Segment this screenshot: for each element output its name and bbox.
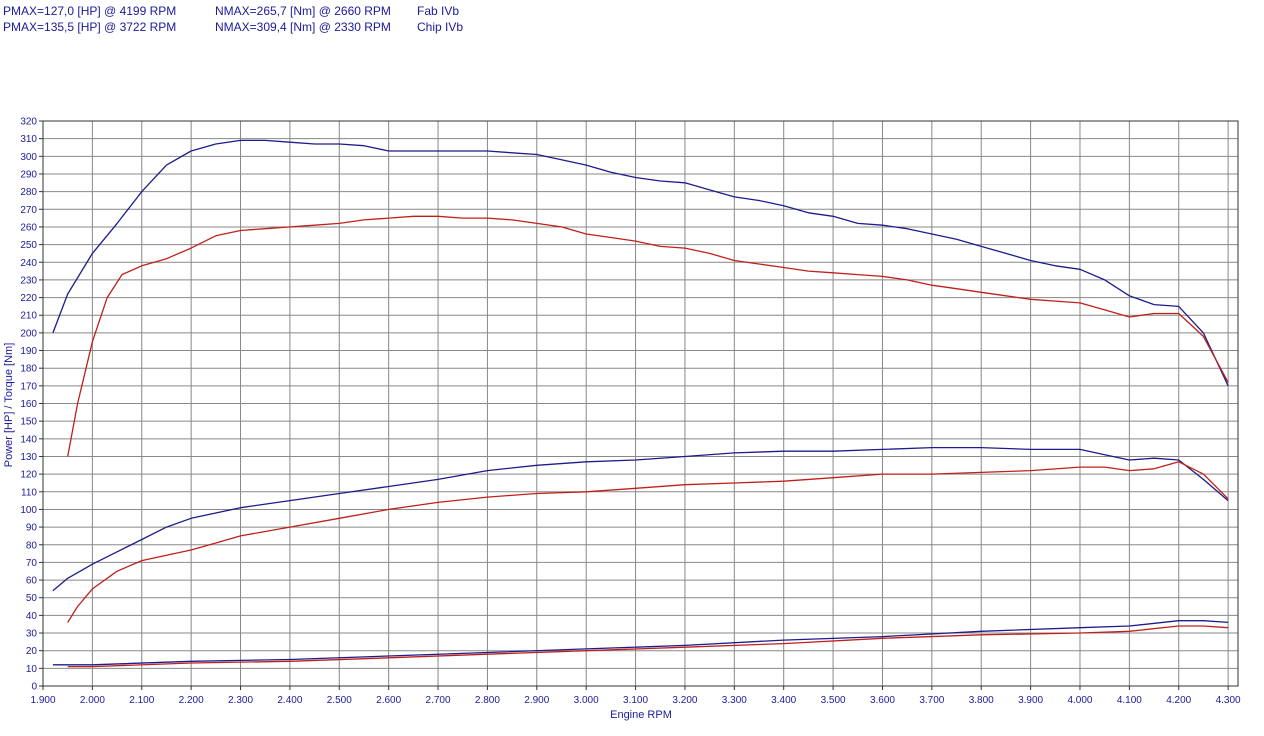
y-tick-label: 240 (20, 258, 37, 269)
y-tick-label: 150 (20, 417, 37, 428)
y-tick-label: 300 (20, 152, 37, 163)
chart-ticks: 1.900 2.000 2.100 2.200 2.300 2.400 2.500 2.600… (20, 117, 1241, 707)
plot-frame (42, 120, 1239, 687)
x-tick-label: 2.600 (376, 695, 401, 706)
x-tick-label: 4.200 (1166, 695, 1191, 706)
x-tick-label: 3.100 (623, 695, 648, 706)
y-tick-label: 180 (20, 364, 37, 375)
y-tick-label: 10 (26, 664, 38, 675)
x-tick-label: 3.800 (969, 695, 994, 706)
y-axis-label: Power [HP] / Torque [Nm] (3, 343, 15, 468)
y-tick-label: 50 (26, 593, 38, 604)
x-tick-label: 2.300 (228, 695, 253, 706)
chip-torque-line (52, 139, 1229, 387)
y-tick-label: 250 (20, 240, 37, 251)
y-tick-label: 160 (20, 399, 37, 410)
y-tick-label: 40 (26, 611, 38, 622)
chart-series (52, 139, 1229, 668)
y-tick-label: 130 (20, 452, 37, 463)
x-tick-label: 3.400 (771, 695, 796, 706)
y-tick-label: 290 (20, 169, 37, 180)
y-tick-label: 210 (20, 311, 37, 322)
y-tick-label: 200 (20, 328, 37, 339)
fab-torque-line (67, 215, 1229, 457)
y-tick-label: 30 (26, 629, 38, 640)
x-tick-label: 2.500 (327, 695, 352, 706)
y-tick-label: 270 (20, 205, 37, 216)
x-tick-label: 2.800 (475, 695, 500, 706)
x-tick-label: 2.000 (80, 695, 105, 706)
y-tick-label: 100 (20, 505, 37, 516)
x-tick-label: 2.200 (179, 695, 204, 706)
y-tick-label: 140 (20, 434, 37, 445)
y-tick-label: 70 (26, 558, 38, 569)
x-tick-label: 3.300 (722, 695, 747, 706)
y-tick-label: 190 (20, 346, 37, 357)
header-pmax-fab: PMAX=127,0 [HP] @ 4199 RPM (3, 4, 177, 18)
y-tick-label: 310 (20, 134, 37, 145)
x-tick-label: 3.700 (919, 695, 944, 706)
header-nmax-chip: NMAX=309,4 [Nm] @ 2330 RPM (215, 20, 391, 34)
x-tick-label: 2.900 (524, 695, 549, 706)
x-tick-label: 4.300 (1216, 695, 1241, 706)
y-tick-label: 0 (31, 682, 37, 693)
y-tick-label: 20 (26, 646, 38, 657)
y-tick-label: 320 (20, 117, 37, 128)
x-tick-label: 3.000 (574, 695, 599, 706)
y-tick-label: 60 (26, 576, 38, 587)
x-tick-label: 2.100 (129, 695, 154, 706)
chip-power-line (52, 446, 1229, 592)
y-tick-label: 120 (20, 470, 37, 481)
header-label-fab: Fab IVb (417, 4, 460, 18)
header-label-chip: Chip IVb (417, 20, 464, 34)
header-nmax-fab: NMAX=265,7 [Nm] @ 2660 RPM (215, 4, 391, 18)
chart-grid (42, 120, 1238, 687)
x-tick-label: 3.200 (672, 695, 697, 706)
y-tick-label: 110 (21, 487, 37, 498)
y-tick-label: 170 (20, 381, 37, 392)
x-tick-label: 3.900 (1018, 695, 1043, 706)
x-axis-label: Engine RPM (610, 709, 672, 721)
y-tick-label: 90 (26, 523, 38, 534)
y-tick-label: 280 (20, 187, 37, 198)
x-tick-label: 3.500 (821, 695, 846, 706)
y-tick-label: 80 (26, 540, 38, 551)
y-tick-label: 220 (20, 293, 37, 304)
x-tick-label: 3.600 (870, 695, 895, 706)
y-tick-label: 260 (20, 222, 37, 233)
fab-loss-line (67, 625, 1229, 668)
y-tick-label: 230 (20, 275, 37, 286)
x-tick-label: 4.000 (1067, 695, 1092, 706)
x-tick-label: 4.100 (1117, 695, 1142, 706)
x-tick-label: 1.900 (30, 695, 55, 706)
fab-power-line (67, 461, 1229, 623)
x-tick-label: 2.400 (277, 695, 302, 706)
header-pmax-chip: PMAX=135,5 [HP] @ 3722 RPM (3, 20, 177, 34)
x-tick-label: 2.700 (426, 695, 451, 706)
chip-loss-line (52, 620, 1229, 666)
